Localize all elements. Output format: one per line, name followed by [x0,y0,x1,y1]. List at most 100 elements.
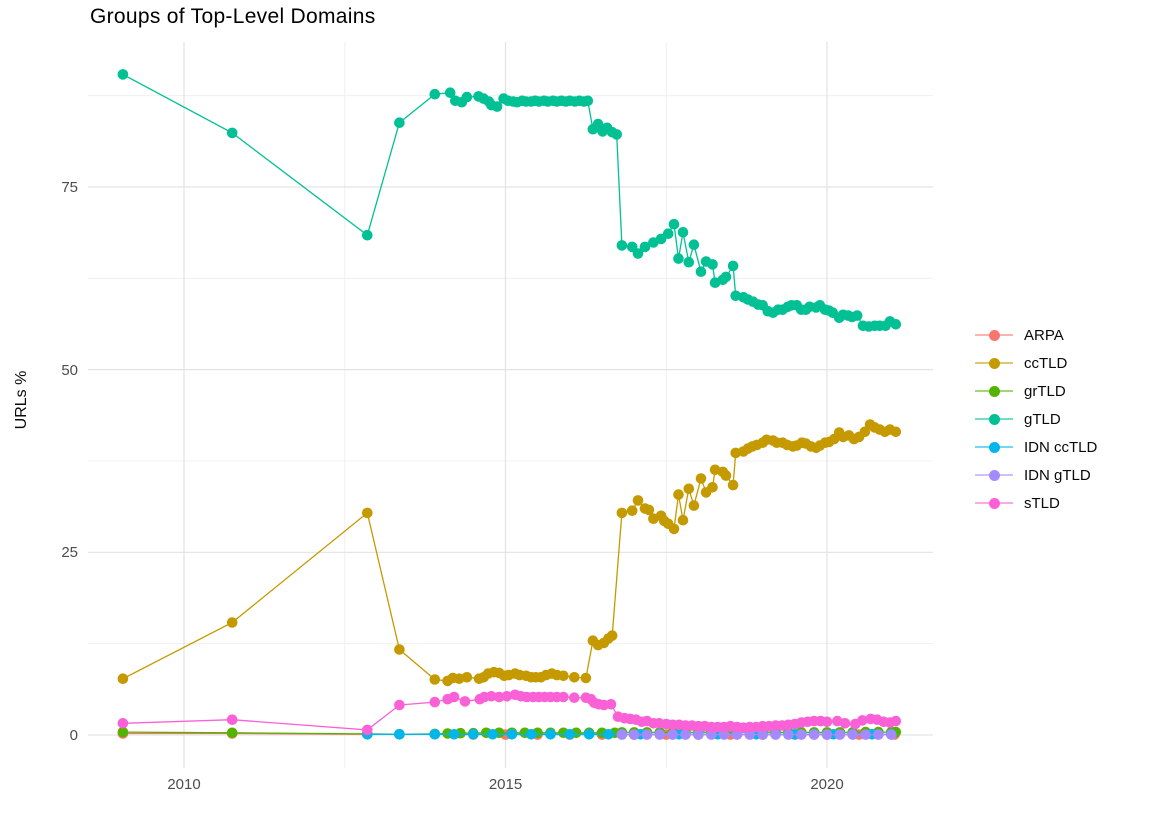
data-point [886,729,897,740]
series-gtld [117,69,902,332]
data-point [731,729,743,740]
series-idn-gtld [616,729,897,740]
legend-key-icon [975,440,1013,454]
data-point [673,253,684,264]
y-tick-label: 50 [61,361,78,379]
legend-key-dot [988,441,1000,453]
data-point [558,691,569,703]
data-point [662,228,674,239]
data-point [707,259,718,270]
data-point [506,729,518,740]
data-point [362,724,373,736]
data-point [606,630,618,641]
data-point [667,729,678,740]
legend-key-dot [988,413,1000,425]
data-point [744,729,756,740]
series-stld [117,689,902,736]
data-point [616,240,628,251]
data-point [706,729,717,740]
legend-label: grTLD [1024,382,1066,400]
legend-key-icon [975,496,1013,510]
data-point [226,727,238,739]
data-point [448,729,460,740]
legend-item-gtld: gTLD [975,405,1097,433]
legend-label: gTLD [1024,410,1061,428]
data-point [394,644,405,655]
x-tick-label: 2020 [810,776,844,793]
data-point [718,729,730,740]
data-point [394,699,405,711]
data-point [226,617,238,628]
data-point [727,479,739,491]
data-point [834,729,846,740]
data-point [643,504,655,516]
data-point [683,256,695,268]
data-point [583,729,595,740]
y-tick-label: 75 [61,178,78,196]
data-point [839,718,851,729]
legend-label: ccTLD [1024,354,1068,372]
data-point [394,729,405,740]
data-point [632,248,644,259]
data-point [668,218,680,230]
legend-label: ARPA [1024,326,1064,344]
data-point [677,514,689,526]
legend-label: sTLD [1024,494,1060,512]
data-point [890,715,902,727]
data-point [857,715,868,726]
data-point [720,271,732,283]
data-point [890,319,902,330]
legend-item-grtld: grTLD [975,377,1097,405]
series-line [122,73,897,328]
data-point [860,729,871,740]
data-point [626,505,638,516]
legend-key-icon [975,356,1013,370]
data-point [429,88,441,100]
data-point [821,729,833,740]
data-point [226,127,238,139]
data-point [628,729,640,740]
data-point [632,495,644,506]
data-point [444,87,456,98]
data-point [429,674,441,685]
data-point [362,229,373,241]
data-point [693,729,704,740]
data-point [680,729,691,740]
data-point [783,729,794,740]
data-point [707,482,718,493]
series-cctld [117,419,902,687]
legend-key-icon [975,384,1013,398]
data-point [117,726,129,738]
x-tick-label: 2015 [488,776,523,793]
legend-key-dot [988,469,1000,481]
data-point [461,672,473,683]
data-point [558,670,569,682]
data-point [654,729,666,740]
data-point [796,729,807,740]
data-point [491,101,503,112]
legend: ARPA ccTLD grTLD gTLD IDN ccTLD IDN gTLD sTLD [975,321,1097,517]
data-point [890,426,902,438]
data-point [117,718,129,729]
legend-item-stld: sTLD [975,489,1097,517]
legend-item-idn-cctld: IDN ccTLD [975,433,1097,461]
legend-label: IDN ccTLD [1024,438,1098,456]
data-point [668,523,680,535]
data-point [362,507,373,519]
data-point [394,117,405,128]
y-axis-title: URLs % [13,370,30,430]
legend-key-icon [975,468,1013,482]
data-point [569,692,580,703]
data-point [226,714,238,725]
legend-key-dot [988,497,1000,509]
data-point [429,696,441,708]
data-point [727,260,739,272]
data-point [770,729,781,740]
data-point [695,473,707,484]
data-point [605,699,617,710]
data-point [501,691,513,702]
data-point [582,95,594,107]
legend-key-dot [988,357,1000,369]
